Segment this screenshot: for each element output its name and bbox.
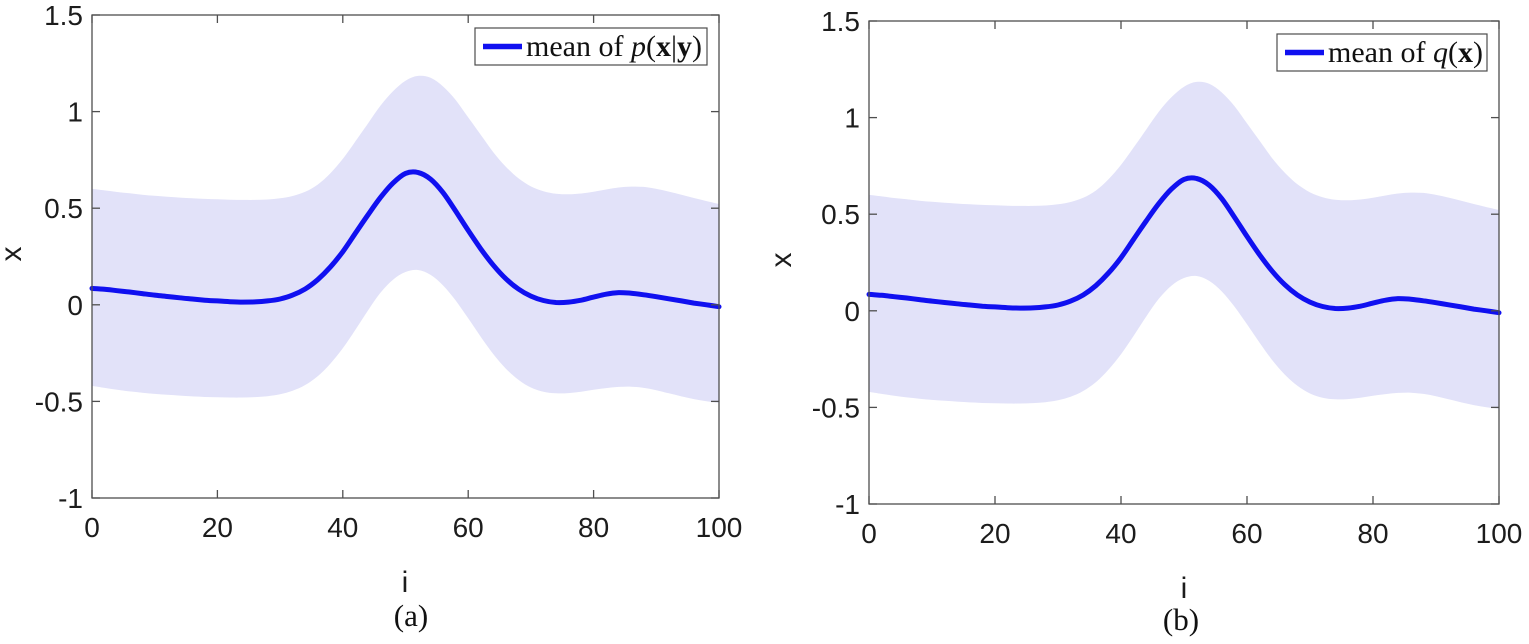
y-tick-label: 1.5: [821, 6, 860, 37]
caption-b: (b): [1162, 602, 1200, 637]
x-tick-label: 80: [1357, 518, 1388, 549]
legend: mean of p(x|y): [474, 27, 708, 66]
mean-line: [89, 169, 722, 310]
caption-a: (a): [393, 598, 429, 633]
x-tick-label: 100: [696, 512, 743, 543]
y-tick-label: 1: [67, 97, 83, 128]
x-tick-label: 60: [453, 512, 484, 543]
ylabel-a: x: [0, 224, 29, 284]
axes-box: [868, 20, 1500, 505]
panel-a: 0 20 40 60 80 100 -1 -0.5 0 0.5 1 1.5 mean of p(x|y): [35, 0, 743, 543]
y-tick-label: -1: [835, 489, 860, 520]
x-tick-label: 0: [861, 518, 877, 549]
x-tick-label: 100: [1476, 518, 1523, 549]
legend-label: mean of q(x): [1328, 36, 1483, 69]
xlabel-b: i: [1180, 572, 1188, 605]
legend: mean of q(x): [1276, 33, 1488, 72]
legend-label: mean of p(x|y): [526, 30, 702, 63]
panel-b: 0 20 40 60 80 100 -1 -0.5 0 0.5 1 1.5 mean of q(x): [812, 6, 1523, 549]
y-tick-label: 0: [844, 296, 860, 327]
axes-box: [91, 14, 720, 499]
y-tick-label: 0: [67, 290, 83, 321]
x-tick-label: 40: [327, 512, 358, 543]
uncertainty-band: [92, 75, 719, 403]
x-tick-label: 80: [578, 512, 609, 543]
y-tick-label: -0.5: [35, 386, 83, 417]
x-tick-label: 20: [979, 518, 1010, 549]
y-tick-label: -0.5: [812, 392, 860, 423]
mean-line: [866, 175, 1502, 316]
x-tick-label: 0: [84, 512, 100, 543]
ylabel-b: x: [765, 252, 798, 268]
x-tick-label: 60: [1231, 518, 1262, 549]
y-tick-label: 0.5: [821, 199, 860, 230]
y-tick-label: 1: [844, 103, 860, 134]
y-tick-label: -1: [58, 483, 83, 514]
xlabel-a: i: [401, 566, 409, 599]
y-tick-label: 0.5: [44, 193, 83, 224]
y-tick-label: 1.5: [44, 0, 83, 31]
uncertainty-band: [869, 81, 1499, 409]
x-tick-label: 20: [202, 512, 233, 543]
x-tick-label: 40: [1105, 518, 1136, 549]
